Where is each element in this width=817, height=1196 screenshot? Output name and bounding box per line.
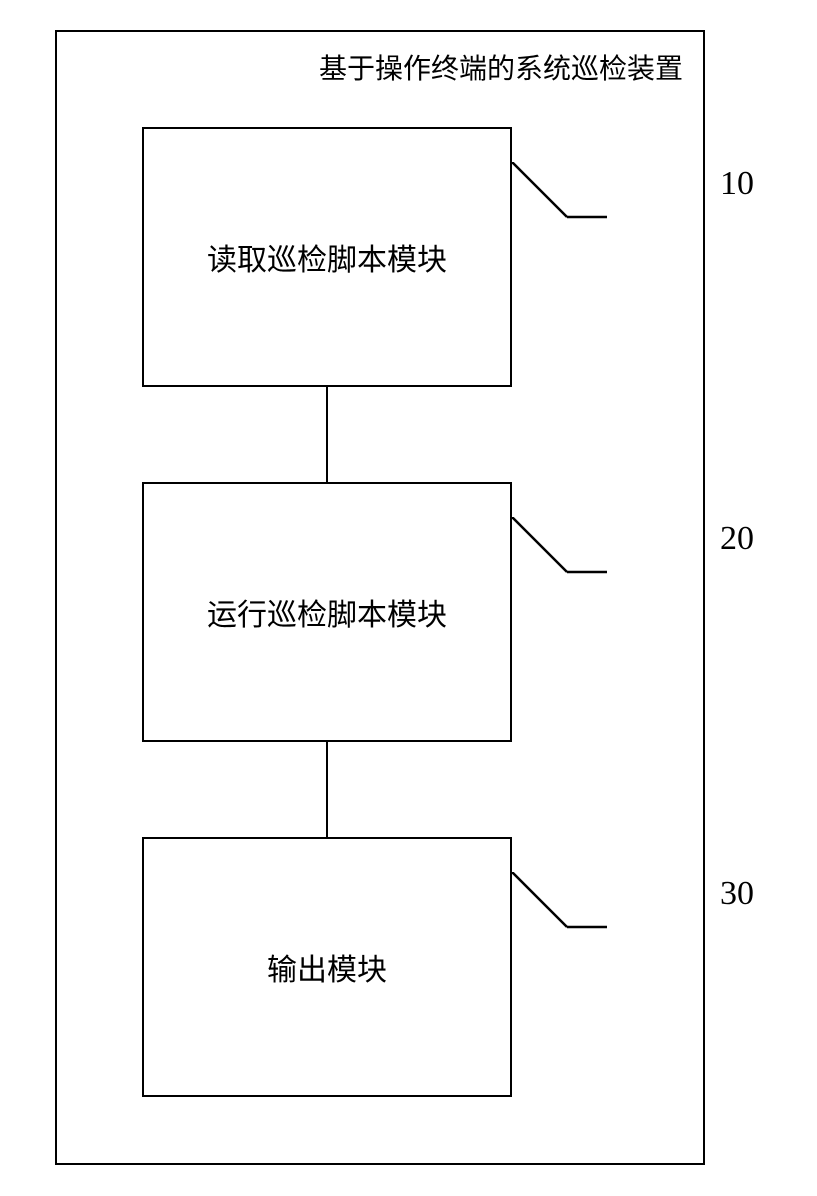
reference-line-icon xyxy=(512,872,607,952)
reference-number: 10 xyxy=(720,165,754,203)
module-label: 输出模块 xyxy=(267,945,387,989)
reference-line-icon xyxy=(512,162,607,242)
reference-number: 30 xyxy=(720,875,754,913)
module-box-run-script: 运行巡检脚本模块 xyxy=(142,482,512,742)
connector-line xyxy=(326,742,328,837)
diagram-title: 基于操作终端的系统巡检装置 xyxy=(319,47,683,87)
module-box-read-script: 读取巡检脚本模块 xyxy=(142,127,512,387)
reference-number: 20 xyxy=(720,520,754,558)
reference-line-icon xyxy=(512,517,607,597)
module-label: 读取巡检脚本模块 xyxy=(207,235,447,279)
diagram-frame: 基于操作终端的系统巡检装置 读取巡检脚本模块 运行巡检脚本模块 输出模块 xyxy=(55,30,705,1165)
module-label: 运行巡检脚本模块 xyxy=(207,590,447,634)
module-box-output: 输出模块 xyxy=(142,837,512,1097)
connector-line xyxy=(326,387,328,482)
